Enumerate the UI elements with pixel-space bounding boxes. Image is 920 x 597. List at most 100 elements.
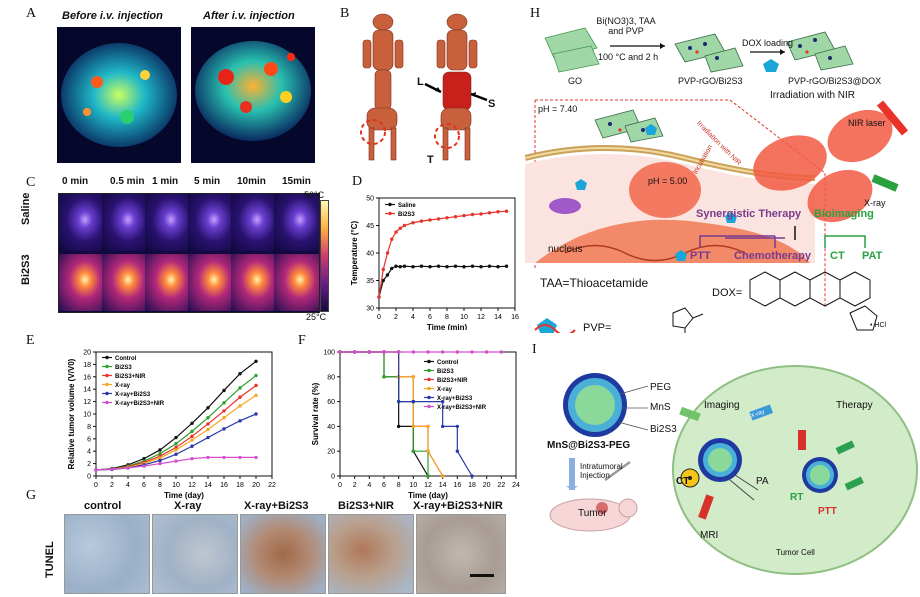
data-point bbox=[190, 429, 194, 434]
y-tick-label: 0 bbox=[331, 474, 335, 481]
x-tick-label: 22 bbox=[268, 482, 276, 489]
h-ptt: PTT bbox=[690, 250, 711, 262]
y-tick-label: 16 bbox=[83, 374, 91, 381]
time-label: 1 min bbox=[152, 176, 179, 187]
h-synergistic: Synergistic Therapy bbox=[696, 208, 802, 220]
time-label: 5 min bbox=[194, 176, 221, 187]
legend-label: Bi2S3 bbox=[398, 212, 415, 218]
h-ct: CT bbox=[830, 250, 845, 262]
y-tick-label: 45 bbox=[366, 223, 374, 230]
data-point bbox=[504, 209, 509, 213]
data-point bbox=[222, 416, 226, 420]
data-point bbox=[411, 375, 416, 379]
x-tick-label: 8 bbox=[158, 482, 162, 489]
y-tick-label: 0 bbox=[87, 474, 91, 481]
h-dox-eq: DOX= bbox=[712, 287, 743, 299]
tunel-image-xray-bi2s3-nir bbox=[416, 514, 506, 594]
i-imaging: Imaging bbox=[704, 400, 740, 411]
legend-label: Saline bbox=[398, 203, 416, 209]
data-point bbox=[158, 461, 162, 466]
data-point bbox=[398, 226, 402, 230]
tunel-col-label: control bbox=[84, 500, 122, 512]
data-point bbox=[470, 212, 475, 217]
data-point bbox=[110, 467, 114, 471]
data-point bbox=[426, 424, 430, 429]
x-tick-label: 18 bbox=[468, 482, 476, 489]
data-point bbox=[453, 264, 458, 268]
panel-i-schematic bbox=[549, 365, 918, 575]
y-tick-label: 20 bbox=[83, 350, 91, 357]
legend-label: Bi2S3 bbox=[437, 369, 454, 375]
data-point bbox=[254, 393, 258, 398]
time-label: 0 min bbox=[62, 176, 89, 187]
chart-e: 0 2 4 6 8 10 12 14 16 18 20 22 0 2 4 6 8 10 12 14 16 18 20 Time… bbox=[67, 350, 276, 501]
data-point bbox=[426, 474, 430, 478]
panel-g-tunel-label: TUNEL bbox=[44, 541, 56, 578]
y-tick-label: 14 bbox=[83, 387, 91, 394]
data-point bbox=[436, 264, 441, 268]
y-tick-label: 20 bbox=[327, 449, 335, 456]
x-tick-label: 20 bbox=[252, 482, 260, 489]
data-point bbox=[440, 424, 445, 429]
x-tick-label: 14 bbox=[439, 482, 447, 489]
tunel-image-control bbox=[64, 514, 150, 594]
legend-marker bbox=[105, 382, 109, 387]
data-point bbox=[470, 474, 474, 478]
data-point bbox=[402, 223, 407, 228]
data-point bbox=[487, 211, 492, 215]
tunel-image-bi2s3-nir bbox=[328, 514, 414, 594]
data-point bbox=[206, 435, 210, 440]
tunel-col-label: X-ray+Bi2S3 bbox=[244, 500, 309, 512]
x-tick-label: 8 bbox=[397, 482, 401, 489]
panel-b-label-s: S bbox=[488, 98, 496, 110]
legend-label: X-ray+Bi2S3+NIR bbox=[115, 401, 165, 407]
data-point bbox=[238, 419, 242, 423]
data-point bbox=[440, 399, 445, 404]
data-point bbox=[190, 434, 194, 439]
legend-marker bbox=[105, 373, 109, 378]
data-point bbox=[190, 456, 194, 461]
h-pvp-rgo-dox: PVP-rGO/Bi2S3@DOX bbox=[788, 76, 882, 86]
y-tick-label: 40 bbox=[366, 251, 374, 258]
h-pvp-rgo: PVP-rGO/Bi2S3 bbox=[678, 76, 743, 86]
h-pvp-eq: PVP= bbox=[583, 322, 612, 334]
tunel-col-label: X-ray bbox=[174, 500, 202, 512]
data-point bbox=[396, 350, 401, 354]
panel-a-after-label: After i.v. injection bbox=[203, 10, 295, 22]
data-point bbox=[455, 350, 460, 354]
legend-marker bbox=[427, 368, 431, 373]
data-point bbox=[390, 266, 394, 271]
data-point bbox=[174, 448, 178, 452]
panel-c-row-bi2s3: Bi2S3 bbox=[20, 254, 32, 285]
data-point bbox=[206, 422, 210, 426]
data-point bbox=[440, 350, 445, 354]
x-axis-label: Time (day) bbox=[408, 491, 448, 500]
data-point bbox=[470, 264, 475, 268]
data-point bbox=[426, 350, 430, 354]
data-point bbox=[445, 265, 449, 269]
data-point bbox=[174, 452, 178, 456]
h-reagents: Bi(NO3)3, TAA and PVP bbox=[596, 16, 656, 36]
x-tick-label: 10 bbox=[460, 314, 468, 321]
data-point bbox=[394, 264, 398, 268]
x-tick-label: 12 bbox=[188, 482, 196, 489]
data-point bbox=[453, 215, 458, 219]
series-line bbox=[340, 351, 429, 476]
data-point bbox=[190, 438, 194, 442]
panel-h-schematic bbox=[525, 27, 909, 333]
x-tick-label: 16 bbox=[453, 482, 461, 489]
panel-a-before-label: Before i.v. injection bbox=[62, 10, 163, 22]
data-point bbox=[496, 265, 500, 269]
x-axis-label: Time (min) bbox=[427, 323, 468, 330]
series-line bbox=[378, 210, 507, 298]
panel-label-a: A bbox=[26, 6, 37, 21]
legend-marker bbox=[105, 400, 109, 405]
data-point bbox=[254, 455, 258, 460]
h-chemo: Chemotherapy bbox=[734, 250, 812, 262]
time-label: 10min bbox=[237, 176, 266, 187]
y-tick-label: 12 bbox=[83, 399, 91, 406]
x-tick-label: 14 bbox=[204, 482, 212, 489]
x-tick-label: 12 bbox=[477, 314, 485, 321]
legend-label: X-ray bbox=[115, 383, 131, 389]
h-go: GO bbox=[568, 76, 583, 86]
